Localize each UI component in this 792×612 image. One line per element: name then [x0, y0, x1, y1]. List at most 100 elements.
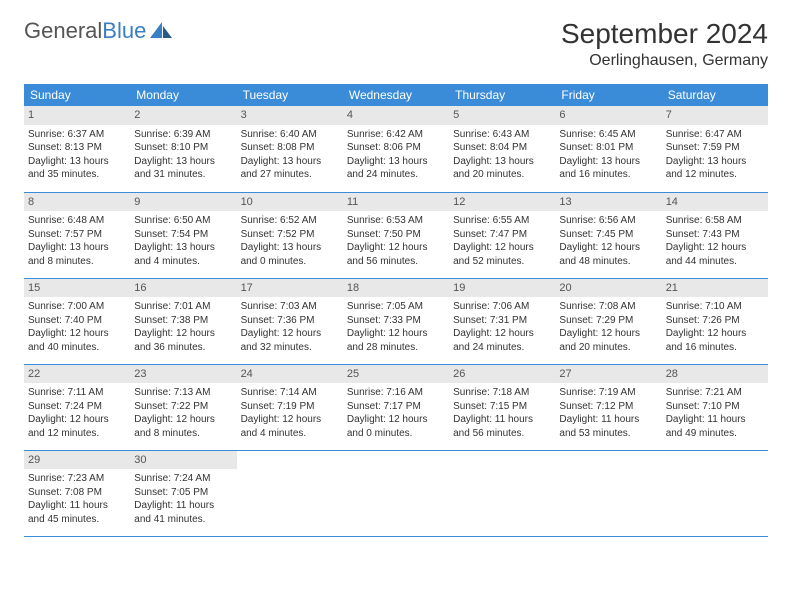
sunrise-line: Sunrise: 7:05 AM: [347, 300, 445, 314]
sunset-line: Sunset: 7:43 PM: [666, 228, 764, 242]
sunrise-line: Sunrise: 6:53 AM: [347, 214, 445, 228]
daylight-line: Daylight: 13 hours and 12 minutes.: [666, 155, 764, 182]
day-number: 1: [24, 106, 130, 125]
day-number: 11: [343, 193, 449, 212]
calendar-cell: 27 Sunrise: 7:19 AMSunset: 7:12 PMDayligh…: [555, 364, 661, 450]
daylight-line: Daylight: 13 hours and 20 minutes.: [453, 155, 551, 182]
calendar-cell: 6 Sunrise: 6:45 AMSunset: 8:01 PMDaylight…: [555, 106, 661, 192]
day-number: 27: [555, 365, 661, 384]
sunset-line: Sunset: 7:08 PM: [28, 486, 126, 500]
daylight-line: Daylight: 12 hours and 52 minutes.: [453, 241, 551, 268]
day-number: 20: [555, 279, 661, 298]
calendar-row: 8Sunrise: 6:48 AMSunset: 7:57 PMDaylight…: [24, 192, 768, 278]
sunrise-line: Sunrise: 6:50 AM: [134, 214, 232, 228]
sunset-line: Sunset: 7:05 PM: [134, 486, 232, 500]
day-number: 18: [343, 279, 449, 298]
sunrise-line: Sunrise: 7:13 AM: [134, 386, 232, 400]
day-number: 19: [449, 279, 555, 298]
day-number: 16: [130, 279, 236, 298]
sunset-line: Sunset: 7:52 PM: [241, 228, 339, 242]
calendar-cell: 3Sunrise: 6:40 AMSunset: 8:08 PMDaylight…: [237, 106, 343, 192]
day-number: 12: [449, 193, 555, 212]
day-number: 21: [662, 279, 768, 298]
daylight-line: Daylight: 12 hours and 4 minutes.: [241, 413, 339, 440]
daylight-line: Daylight: 13 hours and 16 minutes.: [559, 155, 657, 182]
sunset-line: Sunset: 8:13 PM: [28, 141, 126, 155]
sunset-line: Sunset: 7:12 PM: [559, 400, 657, 414]
daylight-line: Daylight: 11 hours and 45 minutes.: [28, 499, 126, 526]
calendar-cell: 12Sunrise: 6:55 AMSunset: 7:47 PMDayligh…: [449, 192, 555, 278]
calendar-cell: 9Sunrise: 6:50 AMSunset: 7:54 PMDaylight…: [130, 192, 236, 278]
day-number: 29: [24, 451, 130, 470]
day-number: 9: [130, 193, 236, 212]
sunset-line: Sunset: 8:01 PM: [559, 141, 657, 155]
day-number: 10: [237, 193, 343, 212]
sunrise-line: Sunrise: 7:16 AM: [347, 386, 445, 400]
title-block: September 2024 Oerlinghausen, Germany: [561, 18, 768, 70]
calendar-cell: 1Sunrise: 6:37 AMSunset: 8:13 PMDaylight…: [24, 106, 130, 192]
calendar-cell: [237, 450, 343, 536]
sunrise-line: Sunrise: 6:55 AM: [453, 214, 551, 228]
logo-text-blue: Blue: [102, 18, 146, 44]
logo: GeneralBlue: [24, 18, 172, 44]
calendar-cell: 28Sunrise: 7:21 AMSunset: 7:10 PMDayligh…: [662, 364, 768, 450]
day-number: 4: [343, 106, 449, 125]
day-number: 6: [555, 106, 661, 125]
calendar-body: 1Sunrise: 6:37 AMSunset: 8:13 PMDaylight…: [24, 106, 768, 536]
sunrise-line: Sunrise: 7:14 AM: [241, 386, 339, 400]
sunrise-line: Sunrise: 6:48 AM: [28, 214, 126, 228]
calendar-cell: 5Sunrise: 6:43 AMSunset: 8:04 PMDaylight…: [449, 106, 555, 192]
logo-sail-icon: [150, 18, 172, 44]
sunrise-line: Sunrise: 6:43 AM: [453, 128, 551, 142]
sunrise-line: Sunrise: 6:47 AM: [666, 128, 764, 142]
daylight-line: Daylight: 12 hours and 24 minutes.: [453, 327, 551, 354]
daylight-line: Daylight: 12 hours and 40 minutes.: [28, 327, 126, 354]
calendar-cell: 15Sunrise: 7:00 AMSunset: 7:40 PMDayligh…: [24, 278, 130, 364]
daylight-line: Daylight: 11 hours and 53 minutes.: [559, 413, 657, 440]
weekday-sunday: Sunday: [24, 84, 130, 106]
calendar-row: 29Sunrise: 7:23 AMSunset: 7:08 PMDayligh…: [24, 450, 768, 536]
day-number: 26: [449, 365, 555, 384]
daylight-line: Daylight: 12 hours and 28 minutes.: [347, 327, 445, 354]
sunset-line: Sunset: 7:17 PM: [347, 400, 445, 414]
sunset-line: Sunset: 7:59 PM: [666, 141, 764, 155]
day-number: 8: [24, 193, 130, 212]
sunrise-line: Sunrise: 6:45 AM: [559, 128, 657, 142]
weekday-friday: Friday: [555, 84, 661, 106]
sunrise-line: Sunrise: 7:00 AM: [28, 300, 126, 314]
sunrise-line: Sunrise: 7:11 AM: [28, 386, 126, 400]
day-number: 25: [343, 365, 449, 384]
daylight-line: Daylight: 13 hours and 35 minutes.: [28, 155, 126, 182]
daylight-line: Daylight: 12 hours and 56 minutes.: [347, 241, 445, 268]
calendar-cell: 8Sunrise: 6:48 AMSunset: 7:57 PMDaylight…: [24, 192, 130, 278]
sunrise-line: Sunrise: 7:19 AM: [559, 386, 657, 400]
sunrise-line: Sunrise: 6:42 AM: [347, 128, 445, 142]
calendar-cell: 26Sunrise: 7:18 AMSunset: 7:15 PMDayligh…: [449, 364, 555, 450]
weekday-saturday: Saturday: [662, 84, 768, 106]
daylight-line: Daylight: 12 hours and 16 minutes.: [666, 327, 764, 354]
sunset-line: Sunset: 7:22 PM: [134, 400, 232, 414]
calendar-cell: 18 Sunrise: 7:05 AMSunset: 7:33 PMDayligh…: [343, 278, 449, 364]
sunset-line: Sunset: 7:26 PM: [666, 314, 764, 328]
calendar-cell: 30Sunrise: 7:24 AMSunset: 7:05 PMDayligh…: [130, 450, 236, 536]
sunrise-line: Sunrise: 6:58 AM: [666, 214, 764, 228]
sunrise-line: Sunrise: 7:10 AM: [666, 300, 764, 314]
daylight-line: Daylight: 12 hours and 44 minutes.: [666, 241, 764, 268]
sunset-line: Sunset: 7:40 PM: [28, 314, 126, 328]
daylight-line: Daylight: 13 hours and 27 minutes.: [241, 155, 339, 182]
sunset-line: Sunset: 7:31 PM: [453, 314, 551, 328]
daylight-line: Daylight: 11 hours and 41 minutes.: [134, 499, 232, 526]
calendar-row: 22Sunrise: 7:11 AMSunset: 7:24 PMDayligh…: [24, 364, 768, 450]
day-number: 5: [449, 106, 555, 125]
calendar-cell: 2Sunrise: 6:39 AMSunset: 8:10 PMDaylight…: [130, 106, 236, 192]
sunset-line: Sunset: 7:15 PM: [453, 400, 551, 414]
calendar-cell: 21 Sunrise: 7:10 AMSunset: 7:26 PMDayligh…: [662, 278, 768, 364]
sunset-line: Sunset: 7:33 PM: [347, 314, 445, 328]
daylight-line: Daylight: 13 hours and 31 minutes.: [134, 155, 232, 182]
calendar-cell: 24Sunrise: 7:14 AMSunset: 7:19 PMDayligh…: [237, 364, 343, 450]
sunset-line: Sunset: 7:24 PM: [28, 400, 126, 414]
calendar-cell: 23Sunrise: 7:13 AMSunset: 7:22 PMDayligh…: [130, 364, 236, 450]
sunrise-line: Sunrise: 6:56 AM: [559, 214, 657, 228]
location: Oerlinghausen, Germany: [561, 52, 768, 70]
sunset-line: Sunset: 7:54 PM: [134, 228, 232, 242]
